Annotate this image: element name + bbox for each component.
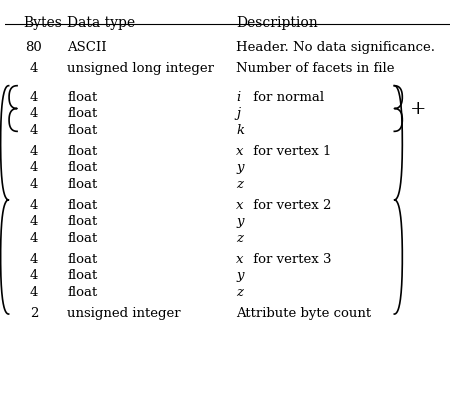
Text: 80: 80 [26, 41, 42, 54]
Text: float: float [67, 124, 98, 137]
Text: 4: 4 [30, 91, 38, 104]
Text: 4: 4 [30, 145, 38, 158]
Text: 4: 4 [30, 252, 38, 265]
Text: unsigned integer: unsigned integer [67, 306, 181, 320]
Text: +: + [410, 99, 427, 117]
Text: Number of facets in file: Number of facets in file [237, 61, 395, 74]
Text: 4: 4 [30, 61, 38, 74]
Text: for vertex 3: for vertex 3 [249, 252, 331, 265]
Text: float: float [67, 145, 98, 158]
Text: 4: 4 [30, 215, 38, 228]
Text: z: z [237, 286, 243, 299]
Text: Attribute byte count: Attribute byte count [237, 306, 372, 320]
Text: float: float [67, 178, 98, 191]
Text: j: j [237, 107, 240, 120]
Text: 4: 4 [30, 161, 38, 174]
Text: Header. No data significance.: Header. No data significance. [237, 41, 436, 54]
Text: i: i [237, 91, 241, 104]
Text: 4: 4 [30, 269, 38, 282]
Text: y: y [237, 269, 244, 282]
Text: Bytes: Bytes [23, 16, 62, 30]
Text: float: float [67, 232, 98, 245]
Text: float: float [67, 161, 98, 174]
Text: float: float [67, 107, 98, 120]
Text: y: y [237, 161, 244, 174]
Text: ASCII: ASCII [67, 41, 107, 54]
Text: float: float [67, 91, 98, 104]
Text: float: float [67, 252, 98, 265]
Text: x: x [237, 145, 244, 158]
Text: k: k [237, 124, 245, 137]
Text: 4: 4 [30, 178, 38, 191]
Text: 4: 4 [30, 107, 38, 120]
Text: float: float [67, 286, 98, 299]
Text: Description: Description [237, 16, 318, 30]
Text: x: x [237, 199, 244, 212]
Text: z: z [237, 232, 243, 245]
Text: 4: 4 [30, 199, 38, 212]
Text: 4: 4 [30, 124, 38, 137]
Text: z: z [237, 178, 243, 191]
Text: for vertex 1: for vertex 1 [249, 145, 331, 158]
Text: float: float [67, 269, 98, 282]
Text: Data type: Data type [67, 16, 136, 30]
Text: float: float [67, 199, 98, 212]
Text: y: y [237, 215, 244, 228]
Text: unsigned long integer: unsigned long integer [67, 61, 214, 74]
Text: 4: 4 [30, 232, 38, 245]
Text: for vertex 2: for vertex 2 [249, 199, 331, 212]
Text: 4: 4 [30, 286, 38, 299]
Text: for normal: for normal [249, 91, 324, 104]
Text: float: float [67, 215, 98, 228]
Text: 2: 2 [30, 306, 38, 320]
Text: x: x [237, 252, 244, 265]
